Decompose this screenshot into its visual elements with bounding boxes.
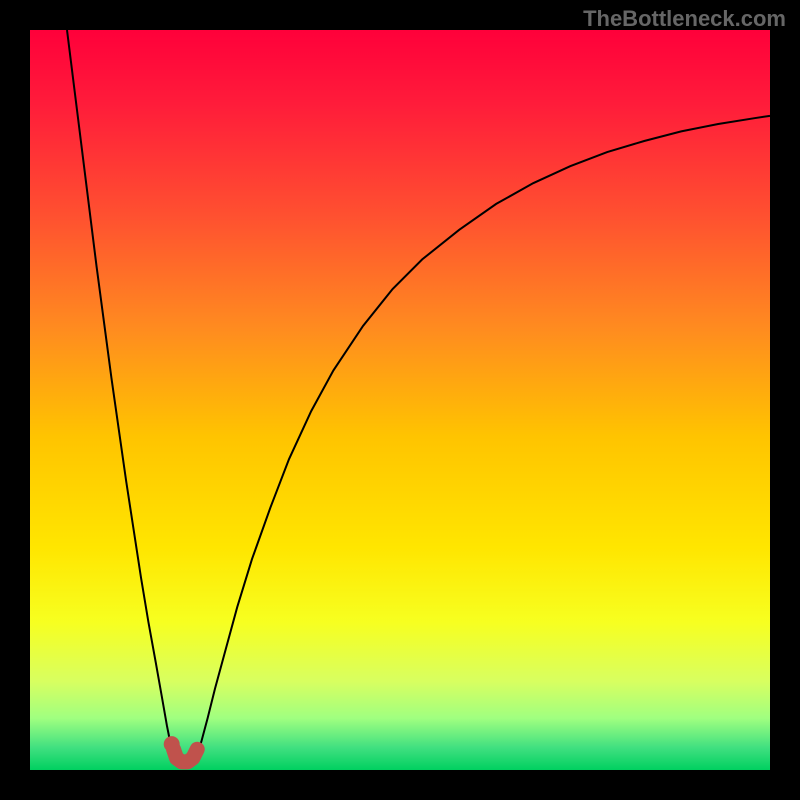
plot-area xyxy=(30,30,770,770)
gradient-background xyxy=(30,30,770,770)
plot-svg xyxy=(30,30,770,770)
chart-container: TheBottleneck.com xyxy=(0,0,800,800)
valley-start-dot xyxy=(164,736,180,752)
watermark-text: TheBottleneck.com xyxy=(583,6,786,32)
